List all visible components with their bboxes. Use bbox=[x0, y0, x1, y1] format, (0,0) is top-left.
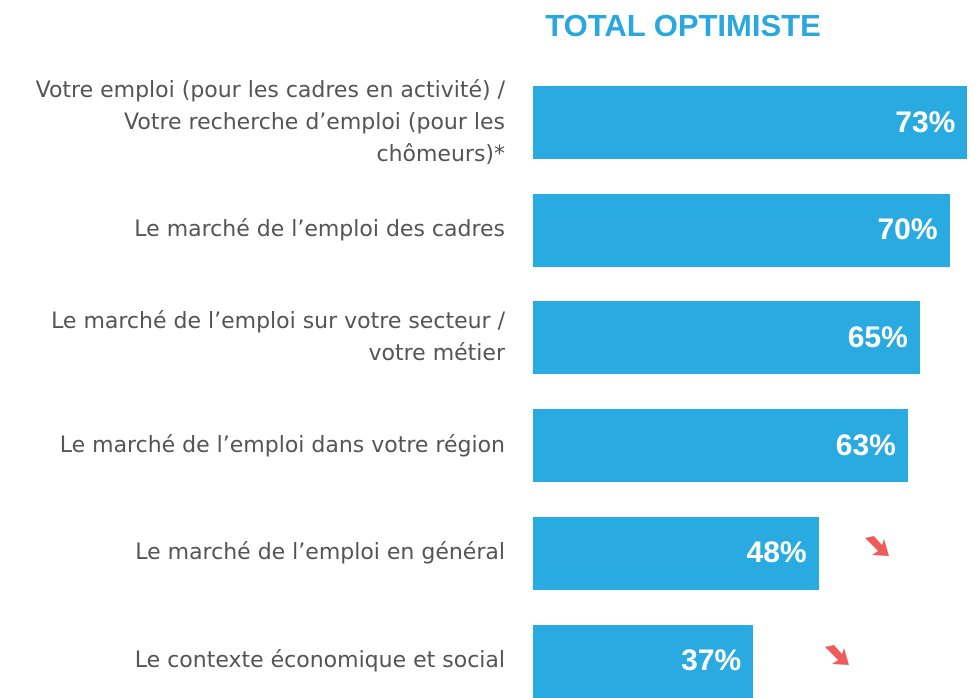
category-label: Le marché de l’emploi en général bbox=[135, 540, 505, 566]
value-label: 70% bbox=[877, 213, 938, 247]
value-label: 48% bbox=[746, 536, 807, 570]
down-arrow bbox=[865, 536, 889, 556]
value-label: 37% bbox=[681, 644, 742, 677]
bar bbox=[533, 301, 920, 375]
category-label: Le marché de l’emploi dans votre région bbox=[59, 432, 505, 458]
category-label: Le marché de l’emploi sur votre secteur … bbox=[51, 308, 505, 366]
value-label: 65% bbox=[847, 320, 908, 354]
category-label: Le marché de l’emploi des cadres bbox=[134, 217, 505, 243]
value-label: 63% bbox=[835, 428, 896, 462]
category-label: Le contexte économique et social bbox=[134, 648, 505, 673]
value-label: 73% bbox=[895, 105, 956, 139]
category-label: Votre emploi (pour les cadres en activit… bbox=[35, 77, 505, 167]
bar bbox=[533, 516, 819, 590]
down-arrow bbox=[825, 645, 849, 665]
bar bbox=[533, 86, 968, 159]
bar bbox=[533, 193, 950, 267]
chart-title: TOTAL OPTIMISTE bbox=[545, 8, 821, 43]
bar bbox=[533, 624, 754, 698]
bar bbox=[533, 409, 908, 483]
